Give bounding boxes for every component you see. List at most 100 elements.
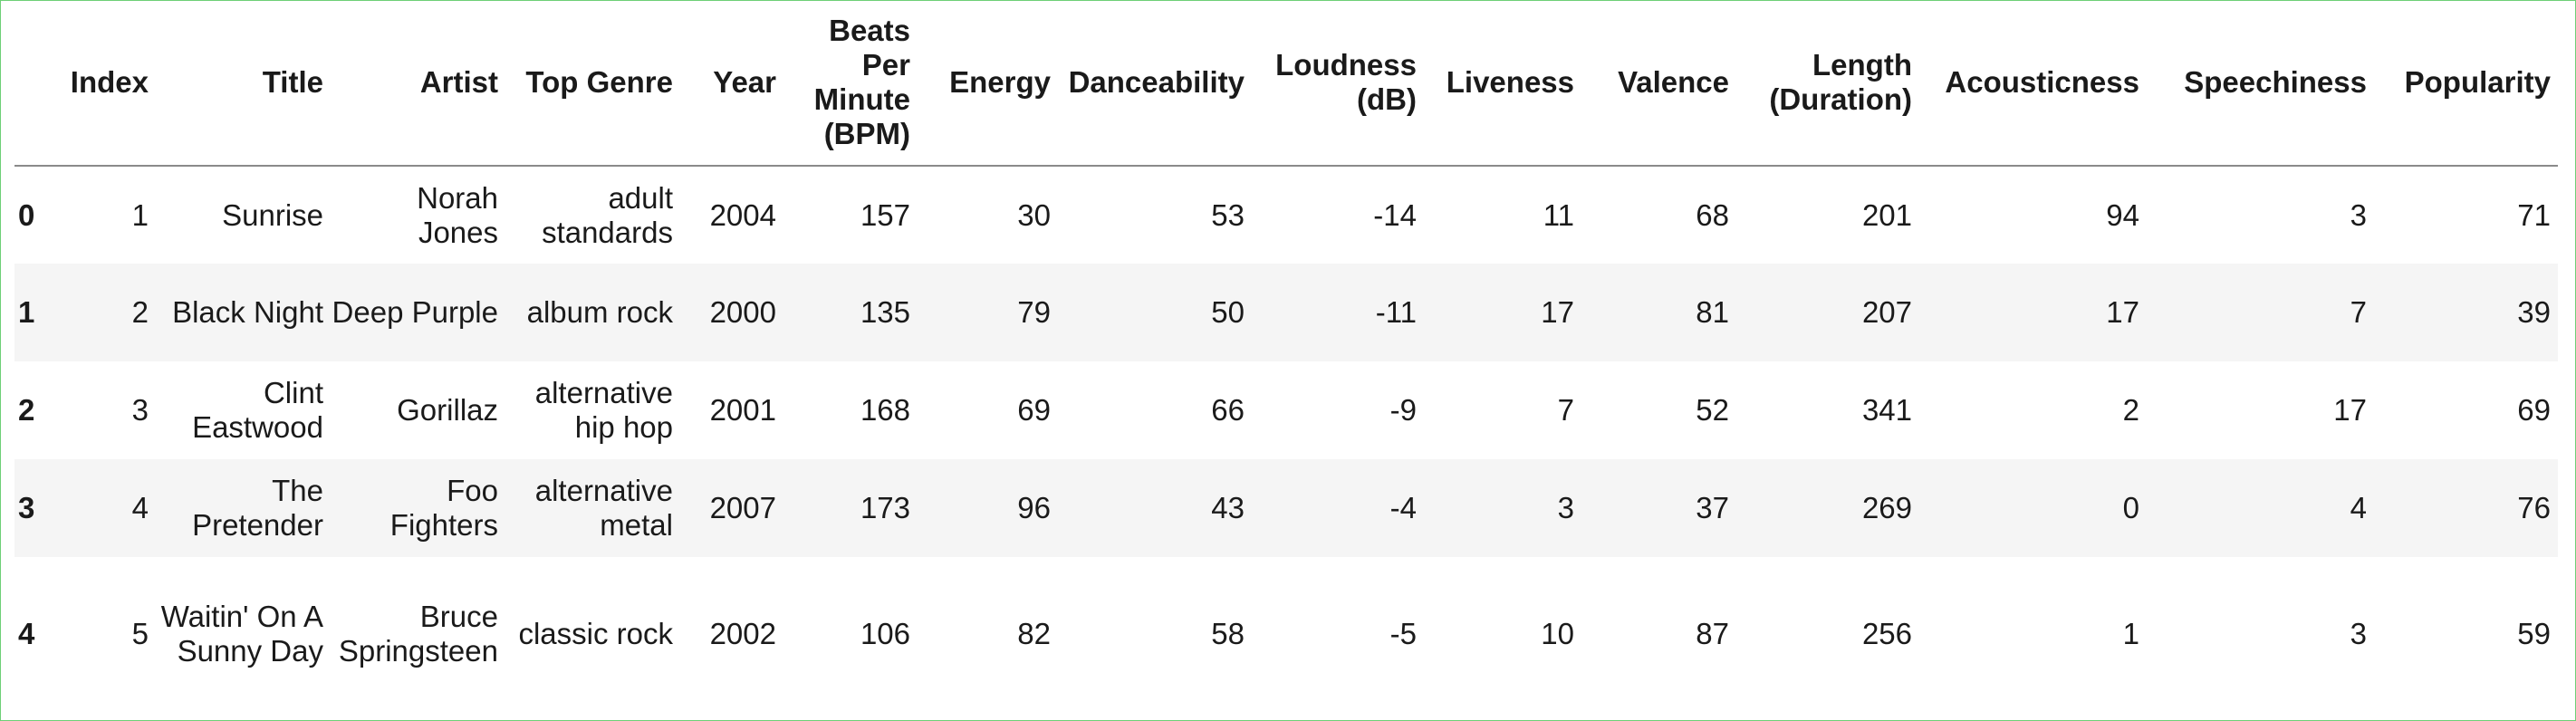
column-header: Acousticness <box>1919 0 2147 167</box>
header-row: Index Title Artist Top Genre Year Beats … <box>14 0 2558 167</box>
table-cell: 2007 <box>709 491 776 524</box>
table-cell: Clint Eastwood <box>192 376 323 444</box>
table-cell: Bruce Springsteen <box>338 600 498 668</box>
table-cell: 30 <box>1017 197 1051 232</box>
table-cell: 135 <box>860 295 910 329</box>
table-cell: 2 <box>131 295 149 329</box>
column-header: Title <box>156 0 331 167</box>
table-cell: -4 <box>1389 491 1417 524</box>
table-cell: 269 <box>1861 491 1912 524</box>
column-header: Speechiness <box>2147 0 2374 167</box>
table-cell: Black Night <box>172 295 323 329</box>
table-row: 0 1 Sunrise Norah Jones adult standards … <box>14 166 2558 264</box>
table-cell: Deep Purple <box>332 295 498 329</box>
table-cell: 87 <box>1696 617 1729 650</box>
table-row: 4 5 Waitin' On A Sunny Day Bruce Springs… <box>14 557 2558 711</box>
table-cell: Gorillaz <box>397 393 498 427</box>
table-cell: -11 <box>1375 295 1417 329</box>
table-cell: 68 <box>1696 197 1729 232</box>
table-cell: alternative metal <box>534 474 673 542</box>
column-header: Index <box>53 0 156 167</box>
table-cell: 82 <box>1017 617 1051 650</box>
table-cell: 52 <box>1696 393 1729 427</box>
table-cell: album rock <box>526 295 673 329</box>
table-cell: 157 <box>860 197 910 232</box>
table-cell: 76 <box>2517 491 2551 524</box>
table-row: 2 3 Clint Eastwood Gorillaz alternative … <box>14 361 2558 459</box>
table-cell: 0 <box>2122 491 2139 524</box>
table-cell: 1 <box>131 197 149 232</box>
table-row: 3 4 The Pretender Foo Fighters alternati… <box>14 459 2558 557</box>
column-header: Artist <box>331 0 505 167</box>
table-cell: 17 <box>2333 393 2367 427</box>
table-cell: 168 <box>860 393 910 427</box>
table-cell: 50 <box>1211 295 1245 329</box>
table-cell: 59 <box>2517 617 2551 650</box>
row-index: 1 <box>18 295 35 329</box>
row-index: 4 <box>18 617 35 650</box>
column-header: Liveness <box>1424 0 1581 167</box>
table-cell: 5 <box>131 617 149 650</box>
column-header: Length (Duration) <box>1736 0 1919 167</box>
table-cell: 58 <box>1211 617 1245 650</box>
index-corner <box>14 0 53 167</box>
table-cell: 2002 <box>709 617 776 650</box>
table-cell: 207 <box>1861 295 1912 329</box>
column-header: Danceability <box>1058 0 1252 167</box>
table-cell: alternative hip hop <box>534 376 673 444</box>
table-cell: 4 <box>2350 491 2367 524</box>
column-header: Valence <box>1581 0 1736 167</box>
table-cell: 7 <box>1557 393 1574 427</box>
table-cell: 71 <box>2517 197 2551 232</box>
table-row: 1 2 Black Night Deep Purple album rock 2… <box>14 264 2558 361</box>
table-cell: Waitin' On A Sunny Day <box>160 600 323 668</box>
column-header: Energy <box>918 0 1058 167</box>
table-cell: Sunrise <box>222 197 323 232</box>
table-cell: 94 <box>2106 197 2139 232</box>
table-cell: 81 <box>1696 295 1729 329</box>
table-cell: 201 <box>1861 197 1912 232</box>
table-cell: 53 <box>1211 197 1245 232</box>
table-cell: 173 <box>860 491 910 524</box>
column-header: Popularity <box>2374 0 2558 167</box>
table-cell: 10 <box>1541 617 1574 650</box>
table-cell: Foo Fighters <box>389 474 498 542</box>
table-cell: Norah Jones <box>417 180 498 249</box>
table-cell: classic rock <box>518 617 673 650</box>
table-cell: 2 <box>2122 393 2139 427</box>
table-cell: 1 <box>2122 617 2139 650</box>
table-cell: 4 <box>131 491 149 524</box>
table-cell: 2001 <box>709 393 776 427</box>
row-index: 0 <box>18 197 35 232</box>
table-cell: 2004 <box>709 197 776 232</box>
table-cell: 69 <box>2517 393 2551 427</box>
column-header: Loudness (dB) <box>1252 0 1424 167</box>
table-cell: 11 <box>1543 197 1574 232</box>
dataframe-table: Index Title Artist Top Genre Year Beats … <box>14 0 2558 711</box>
table-cell: -14 <box>1373 197 1417 232</box>
column-header: Top Genre <box>505 0 680 167</box>
table-cell: 3 <box>2350 197 2367 232</box>
row-index: 2 <box>18 393 35 427</box>
row-index: 3 <box>18 491 35 524</box>
table-cell: 39 <box>2517 295 2551 329</box>
table-cell: 7 <box>2350 295 2367 329</box>
table-cell: 3 <box>131 393 149 427</box>
table-cell: 2000 <box>709 295 776 329</box>
table-cell: 43 <box>1211 491 1245 524</box>
table-cell: 341 <box>1861 393 1912 427</box>
column-header: Year <box>680 0 783 167</box>
table-cell: 3 <box>2350 617 2367 650</box>
table-cell: -9 <box>1389 393 1417 427</box>
table-cell: The Pretender <box>192 474 323 542</box>
table-cell: 79 <box>1017 295 1051 329</box>
table-cell: 37 <box>1696 491 1729 524</box>
table-cell: 256 <box>1861 617 1912 650</box>
table-cell: 3 <box>1557 491 1574 524</box>
table-cell: 66 <box>1211 393 1245 427</box>
table-cell: adult standards <box>542 180 673 249</box>
table-cell: 106 <box>860 617 910 650</box>
table-cell: 96 <box>1017 491 1051 524</box>
table-cell: 17 <box>1541 295 1574 329</box>
table-cell: 69 <box>1017 393 1051 427</box>
